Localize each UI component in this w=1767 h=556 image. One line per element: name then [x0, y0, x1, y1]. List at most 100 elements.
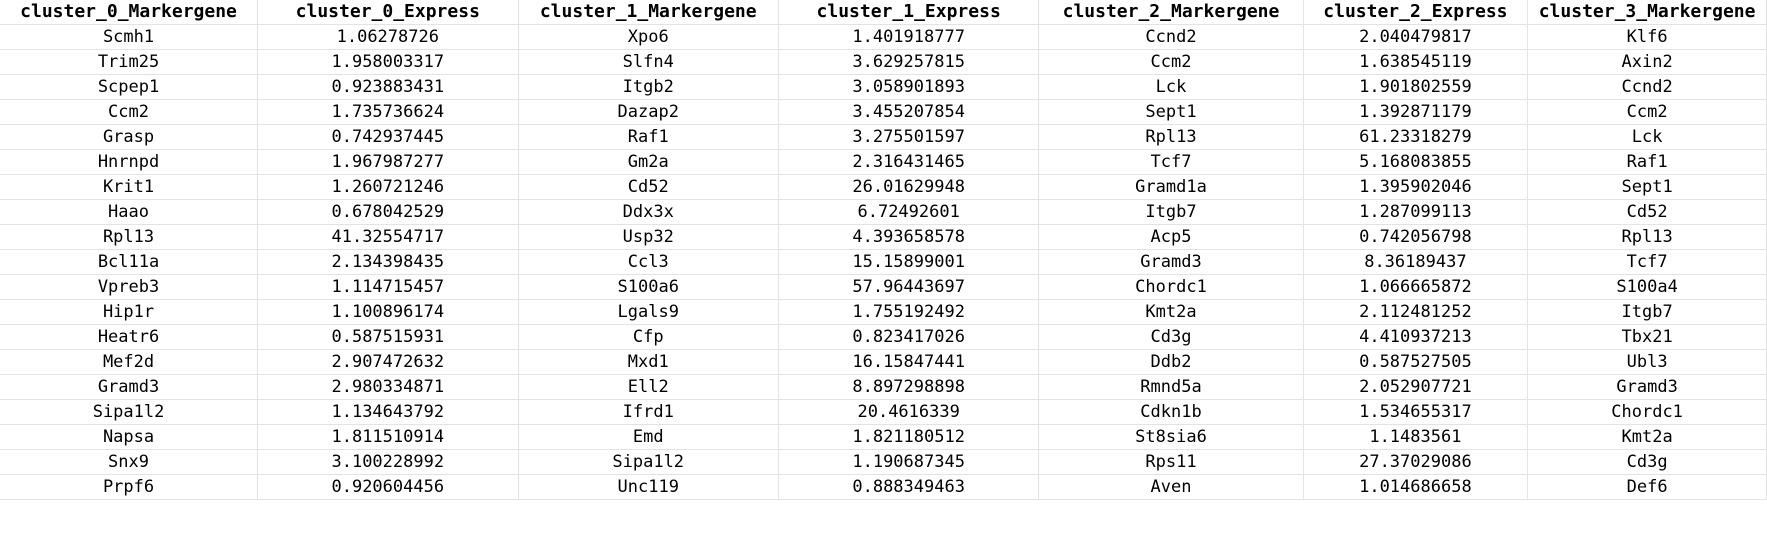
- table-cell[interactable]: Tbx21: [1527, 324, 1767, 350]
- table-cell[interactable]: Rpl13: [1038, 124, 1304, 150]
- table-cell[interactable]: Ifrd1: [518, 399, 779, 425]
- table-cell[interactable]: 1.958003317: [257, 49, 519, 75]
- table-cell[interactable]: Chordc1: [1527, 399, 1767, 425]
- table-cell[interactable]: 0.742937445: [257, 124, 519, 150]
- table-cell[interactable]: Grasp: [0, 124, 259, 150]
- table-cell[interactable]: 0.920604456: [257, 474, 519, 500]
- table-cell[interactable]: Kmt2a: [1038, 299, 1304, 325]
- column-header[interactable]: cluster_2_Markergene: [1038, 0, 1304, 25]
- table-cell[interactable]: 16.15847441: [778, 349, 1040, 375]
- table-cell[interactable]: Prpf6: [0, 474, 259, 500]
- table-cell[interactable]: 1.638545119: [1303, 49, 1529, 75]
- table-cell[interactable]: 26.01629948: [778, 174, 1040, 200]
- table-cell[interactable]: 1.811510914: [257, 424, 519, 450]
- table-cell[interactable]: Vpreb3: [0, 274, 259, 300]
- table-cell[interactable]: 1.1483561: [1303, 424, 1529, 450]
- table-cell[interactable]: 27.37029086: [1303, 449, 1529, 475]
- table-cell[interactable]: Lgals9: [518, 299, 779, 325]
- table-cell[interactable]: Cd3g: [1527, 449, 1767, 475]
- table-cell[interactable]: 2.907472632: [257, 349, 519, 375]
- table-cell[interactable]: 2.316431465: [778, 149, 1040, 175]
- table-cell[interactable]: Def6: [1527, 474, 1767, 500]
- table-cell[interactable]: Lck: [1038, 74, 1304, 100]
- table-cell[interactable]: 1.401918777: [778, 24, 1040, 50]
- table-cell[interactable]: Raf1: [1527, 149, 1767, 175]
- table-cell[interactable]: Ddb2: [1038, 349, 1304, 375]
- table-cell[interactable]: Unc119: [518, 474, 779, 500]
- table-cell[interactable]: Mef2d: [0, 349, 259, 375]
- table-cell[interactable]: Cdkn1b: [1038, 399, 1304, 425]
- table-cell[interactable]: Ubl3: [1527, 349, 1767, 375]
- table-cell[interactable]: Cd52: [518, 174, 779, 200]
- table-cell[interactable]: Cd3g: [1038, 324, 1304, 350]
- table-cell[interactable]: Rmnd5a: [1038, 374, 1304, 400]
- table-cell[interactable]: 1.534655317: [1303, 399, 1529, 425]
- table-cell[interactable]: 0.587527505: [1303, 349, 1529, 375]
- table-cell[interactable]: 6.72492601: [778, 199, 1040, 225]
- table-cell[interactable]: Tcf7: [1527, 249, 1767, 275]
- table-cell[interactable]: 0.587515931: [257, 324, 519, 350]
- column-header[interactable]: cluster_0_Markergene: [0, 0, 259, 25]
- table-cell[interactable]: Usp32: [518, 224, 779, 250]
- table-cell[interactable]: 1.395902046: [1303, 174, 1529, 200]
- table-cell[interactable]: 2.134398435: [257, 249, 519, 275]
- table-cell[interactable]: Cd52: [1527, 199, 1767, 225]
- table-cell[interactable]: 61.23318279: [1303, 124, 1529, 150]
- table-cell[interactable]: Ell2: [518, 374, 779, 400]
- table-cell[interactable]: Xpo6: [518, 24, 779, 50]
- table-cell[interactable]: 1.901802559: [1303, 74, 1529, 100]
- table-cell[interactable]: Dazap2: [518, 99, 779, 125]
- table-cell[interactable]: Sipa1l2: [0, 399, 259, 425]
- table-cell[interactable]: Cfp: [518, 324, 779, 350]
- table-cell[interactable]: St8sia6: [1038, 424, 1304, 450]
- table-cell[interactable]: 2.980334871: [257, 374, 519, 400]
- table-cell[interactable]: Ccnd2: [1527, 74, 1767, 100]
- table-cell[interactable]: 1.066665872: [1303, 274, 1529, 300]
- table-cell[interactable]: Gramd3: [1527, 374, 1767, 400]
- table-cell[interactable]: Sept1: [1038, 99, 1304, 125]
- table-cell[interactable]: Snx9: [0, 449, 259, 475]
- table-cell[interactable]: Scpep1: [0, 74, 259, 100]
- table-cell[interactable]: Krit1: [0, 174, 259, 200]
- column-header[interactable]: cluster_2_Express: [1303, 0, 1529, 25]
- table-cell[interactable]: Sipa1l2: [518, 449, 779, 475]
- table-cell[interactable]: Ccm2: [1527, 99, 1767, 125]
- table-cell[interactable]: Ccm2: [1038, 49, 1304, 75]
- table-cell[interactable]: Axin2: [1527, 49, 1767, 75]
- table-cell[interactable]: 1.821180512: [778, 424, 1040, 450]
- table-cell[interactable]: Trim25: [0, 49, 259, 75]
- table-cell[interactable]: Acp5: [1038, 224, 1304, 250]
- table-cell[interactable]: 1.392871179: [1303, 99, 1529, 125]
- table-cell[interactable]: Ddx3x: [518, 199, 779, 225]
- table-cell[interactable]: 0.888349463: [778, 474, 1040, 500]
- table-cell[interactable]: Sept1: [1527, 174, 1767, 200]
- table-cell[interactable]: Bcl11a: [0, 249, 259, 275]
- table-cell[interactable]: 1.134643792: [257, 399, 519, 425]
- table-cell[interactable]: Chordc1: [1038, 274, 1304, 300]
- table-cell[interactable]: 1.190687345: [778, 449, 1040, 475]
- table-cell[interactable]: Aven: [1038, 474, 1304, 500]
- table-cell[interactable]: 0.742056798: [1303, 224, 1529, 250]
- table-cell[interactable]: Tcf7: [1038, 149, 1304, 175]
- table-cell[interactable]: Itgb7: [1527, 299, 1767, 325]
- table-cell[interactable]: Gramd3: [1038, 249, 1304, 275]
- table-cell[interactable]: Raf1: [518, 124, 779, 150]
- table-cell[interactable]: Rps11: [1038, 449, 1304, 475]
- table-cell[interactable]: Lck: [1527, 124, 1767, 150]
- column-header[interactable]: cluster_1_Markergene: [518, 0, 779, 25]
- table-cell[interactable]: Ccnd2: [1038, 24, 1304, 50]
- table-cell[interactable]: 41.32554717: [257, 224, 519, 250]
- table-cell[interactable]: 3.058901893: [778, 74, 1040, 100]
- table-cell[interactable]: Rpl13: [1527, 224, 1767, 250]
- table-cell[interactable]: Rpl13: [0, 224, 259, 250]
- table-cell[interactable]: Mxd1: [518, 349, 779, 375]
- table-cell[interactable]: 57.96443697: [778, 274, 1040, 300]
- table-cell[interactable]: Slfn4: [518, 49, 779, 75]
- column-header[interactable]: cluster_1_Express: [778, 0, 1040, 25]
- column-header[interactable]: cluster_0_Express: [257, 0, 519, 25]
- table-cell[interactable]: 3.629257815: [778, 49, 1040, 75]
- table-cell[interactable]: 0.823417026: [778, 324, 1040, 350]
- table-cell[interactable]: 1.06278726: [257, 24, 519, 50]
- table-cell[interactable]: Klf6: [1527, 24, 1767, 50]
- table-cell[interactable]: S100a4: [1527, 274, 1767, 300]
